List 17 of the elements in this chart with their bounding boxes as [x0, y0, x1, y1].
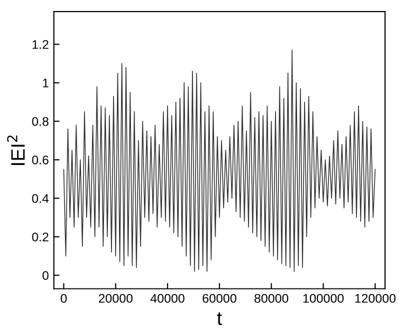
x-tick-label: 20000 [98, 294, 133, 303]
line-series [63, 50, 376, 272]
y-tick-label: 1.2 [32, 40, 48, 49]
y-tick-label: 0.2 [32, 232, 48, 242]
y-tick-label: 0 [42, 271, 49, 280]
x-tick-label: 80000 [254, 294, 288, 303]
x-axis-title: t [217, 312, 222, 326]
x-tick-label: 120000 [355, 294, 396, 303]
x-tick-label: 0 [60, 294, 67, 303]
x-tick-label: 100000 [303, 294, 344, 303]
x-tick-label: 60000 [202, 294, 236, 303]
y-axis-title: IEI$^{2}$ [7, 136, 25, 165]
y-tick-label: 1 [43, 78, 48, 88]
y-tick-label: 0.4 [32, 194, 49, 203]
y-tick-label: 0.6 [32, 156, 48, 164]
x-tick-label: 40000 [150, 294, 184, 303]
y-tick-label: 0.8 [32, 117, 48, 126]
